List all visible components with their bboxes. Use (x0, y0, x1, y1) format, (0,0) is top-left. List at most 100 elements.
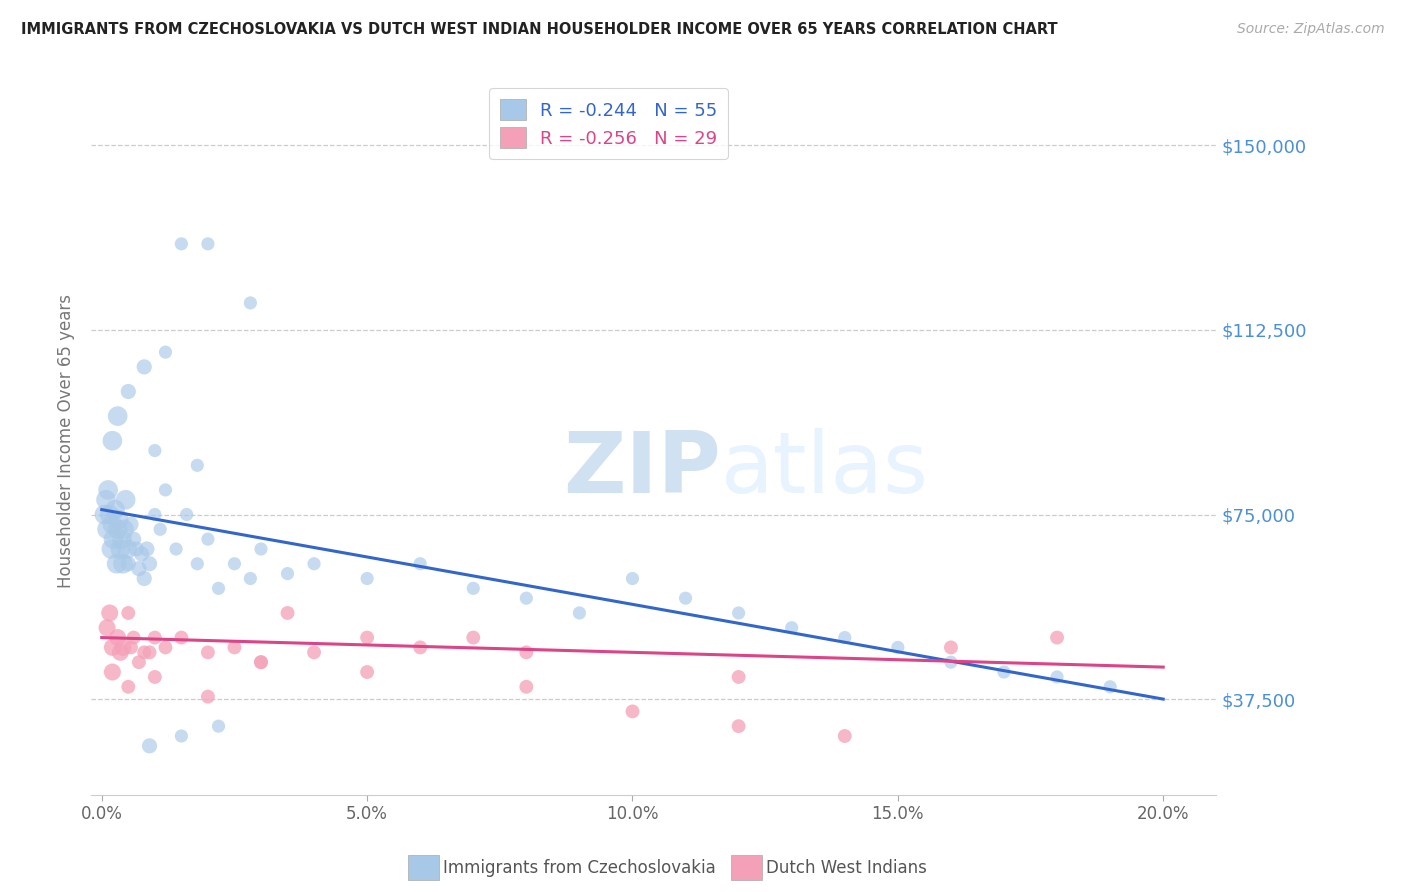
Point (122, 631, 145, 645)
Point (138, 557, 160, 571)
Point (939, 655, 962, 669)
Text: atlas: atlas (721, 427, 929, 510)
Point (143, 631, 166, 645)
Y-axis label: Householder Income Over 65 years: Householder Income Over 65 years (58, 293, 75, 588)
Point (96, 621, 118, 635)
Point (155, 345, 177, 359)
Point (727, 606, 749, 620)
Point (128, 562, 150, 576)
Point (93, 508, 115, 522)
Legend: R = -0.244   N = 55, R = -0.256   N = 29: R = -0.244 N = 55, R = -0.256 N = 29 (489, 88, 728, 159)
Point (356, 631, 378, 645)
Point (94, 492, 117, 507)
Point (463, 582, 485, 596)
Text: Immigrants from Czechoslovakia: Immigrants from Czechoslovakia (443, 859, 716, 877)
Point (186, 557, 208, 571)
Point (170, 729, 193, 743)
Point (120, 517, 142, 532)
Point (135, 541, 157, 556)
Point (98, 606, 121, 620)
Point (143, 670, 166, 684)
Point (356, 665, 378, 679)
Point (134, 572, 156, 586)
Point (134, 645, 156, 659)
Point (675, 591, 697, 606)
Point (463, 631, 485, 645)
Point (97, 483, 120, 497)
Point (727, 670, 749, 684)
Point (515, 591, 537, 606)
Point (409, 557, 432, 571)
Point (111, 557, 134, 571)
Point (939, 640, 962, 655)
Text: Source: ZipAtlas.com: Source: ZipAtlas.com (1237, 22, 1385, 37)
Point (515, 680, 537, 694)
Point (107, 631, 129, 645)
Point (197, 645, 219, 659)
Point (250, 655, 273, 669)
Point (568, 606, 591, 620)
Point (887, 640, 910, 655)
Point (727, 719, 749, 733)
Point (186, 458, 208, 473)
Point (138, 739, 160, 753)
Point (250, 541, 273, 556)
Point (149, 522, 172, 536)
Point (197, 236, 219, 251)
Point (122, 532, 145, 546)
Point (834, 729, 856, 743)
Point (176, 508, 198, 522)
Point (276, 606, 298, 620)
Point (138, 645, 160, 659)
Point (117, 384, 139, 399)
Point (1046, 631, 1069, 645)
Point (224, 557, 246, 571)
Point (117, 680, 139, 694)
Point (114, 492, 136, 507)
Point (302, 645, 325, 659)
Point (110, 541, 132, 556)
Point (239, 296, 262, 310)
Point (170, 631, 193, 645)
Point (409, 640, 432, 655)
Point (356, 572, 378, 586)
Point (98, 508, 121, 522)
Point (111, 640, 134, 655)
Text: ZIP: ZIP (564, 427, 721, 510)
Point (143, 508, 166, 522)
Point (107, 409, 129, 423)
Point (780, 621, 803, 635)
Point (276, 566, 298, 581)
Point (197, 690, 219, 704)
Point (120, 640, 142, 655)
Point (250, 655, 273, 669)
Point (115, 541, 138, 556)
Point (110, 645, 132, 659)
Text: IMMIGRANTS FROM CZECHOSLOVAKIA VS DUTCH WEST INDIAN HOUSEHOLDER INCOME OVER 65 Y: IMMIGRANTS FROM CZECHOSLOVAKIA VS DUTCH … (21, 22, 1057, 37)
Point (104, 502, 127, 516)
Point (128, 655, 150, 669)
Point (207, 719, 229, 733)
Point (107, 522, 129, 536)
Point (117, 606, 139, 620)
Point (100, 541, 122, 556)
Point (125, 541, 148, 556)
Point (131, 547, 153, 561)
Point (1099, 680, 1122, 694)
Point (224, 640, 246, 655)
Point (101, 640, 124, 655)
Point (103, 532, 125, 546)
Point (112, 522, 135, 536)
Point (107, 512, 129, 526)
Point (302, 557, 325, 571)
Point (621, 572, 644, 586)
Point (143, 443, 166, 458)
Text: Dutch West Indians: Dutch West Indians (766, 859, 927, 877)
Point (1046, 670, 1069, 684)
Point (155, 483, 177, 497)
Point (96, 522, 118, 536)
Point (111, 532, 134, 546)
Point (117, 557, 139, 571)
Point (993, 665, 1015, 679)
Point (134, 359, 156, 374)
